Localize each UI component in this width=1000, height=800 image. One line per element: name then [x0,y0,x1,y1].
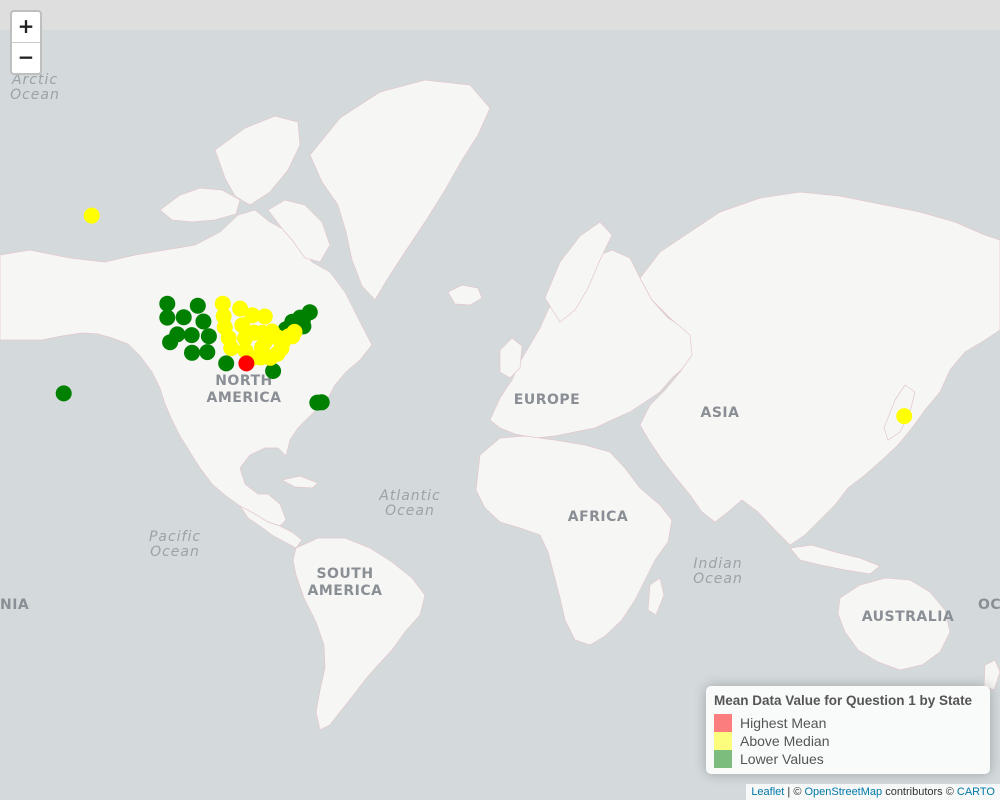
canadian-arctic-islands-2 [214,115,301,206]
new-zealand [983,659,1000,691]
great-britain [499,337,523,379]
oceania-right-label: OC [978,597,1000,613]
legend-swatch-above [714,732,732,750]
state-marker-above[interactable] [244,307,261,324]
state-marker-lower[interactable] [313,394,330,411]
state-marker-above[interactable] [896,408,913,425]
carto-link[interactable]: CARTO [956,786,995,798]
zoom-control: + − [10,10,42,75]
state-marker-above[interactable] [234,317,251,334]
pacific-label-2: Ocean [150,544,200,560]
continent-labels: NORTH AMERICA SOUTH AMERICA EUROPE ASIA … [0,373,1000,625]
state-marker-above[interactable] [83,207,100,224]
arctic-label-2: Ocean [10,87,60,103]
state-marker-lower[interactable] [189,297,206,314]
south-america [292,537,426,731]
legend-title: Mean Data Value for Question 1 by State [714,693,973,708]
attribution-contrib: contributors © [882,786,957,798]
atlantic-label-2: Ocean [385,503,435,519]
north-america-label-1: NORTH [215,373,273,389]
scandinavia [544,221,613,323]
legend-swatch-lower [714,750,732,768]
state-marker-lower[interactable] [55,385,72,402]
state-marker-lower[interactable] [199,344,216,361]
ocean-labels: Arctic Ocean Atlantic Ocean Pacific Ocea… [10,72,743,587]
legend-item-above: Above Median [714,732,982,750]
map-attribution: Leaflet | © OpenStreetMap contributors ©… [746,784,1000,800]
legend-label-above: Above Median [740,733,830,749]
legend-swatch-highest [714,714,732,732]
land-masses [0,79,1000,731]
australia [837,577,951,671]
state-marker-above[interactable] [214,295,231,312]
state-marker-lower[interactable] [169,326,186,343]
north-america-landmass [0,209,373,527]
state-markers[interactable] [55,207,913,425]
state-marker-above[interactable] [232,300,249,317]
pacific-label-1: Pacific [149,529,201,545]
map-top-band [0,0,1000,30]
state-marker-above[interactable] [223,340,240,357]
greenland [309,79,491,301]
europe-label: EUROPE [514,392,580,408]
zoom-in-button[interactable]: + [17,14,35,38]
asia [639,191,1000,546]
state-marker-lower[interactable] [301,304,318,321]
madagascar [647,577,665,616]
state-marker-lower[interactable] [195,313,212,330]
state-marker-lower[interactable] [184,344,200,361]
legend-label-highest: Highest Mean [740,715,827,731]
africa [475,435,673,646]
indian-label-1: Indian [693,556,742,572]
state-marker-highest[interactable] [238,355,255,372]
state-marker-lower[interactable] [183,327,200,344]
openstreetmap-link[interactable]: OpenStreetMap [804,786,883,798]
central-america [239,505,303,549]
map-legend: Mean Data Value for Question 1 by State … [706,686,990,774]
state-marker-lower[interactable] [159,309,176,326]
legend-item-lower: Lower Values [714,750,982,768]
south-america-label-2: AMERICA [308,583,383,599]
atlantic-label-1: Atlantic [378,488,440,504]
state-marker-lower[interactable] [159,295,176,312]
asia-label: ASIA [701,405,740,421]
north-america-label-2: AMERICA [207,390,282,406]
leaflet-link[interactable]: Leaflet [751,786,785,798]
baffin-island [267,199,331,263]
australia-label: AUSTRALIA [862,609,955,625]
legend-item-highest: Highest Mean [714,714,982,732]
state-marker-lower[interactable] [200,328,217,345]
arctic-label-1: Arctic [11,72,58,88]
africa-label: AFRICA [568,509,629,525]
indian-label-2: Ocean [693,571,743,587]
state-marker-lower[interactable] [218,355,235,372]
indonesia [789,544,881,575]
iceland [447,284,483,306]
oceania-left-label: NIA [0,597,29,613]
cuba [281,475,319,489]
legend-label-lower: Lower Values [740,751,824,767]
south-america-label-1: SOUTH [316,566,373,582]
state-marker-above[interactable] [286,323,303,340]
attribution-sep: | © [784,786,805,798]
canadian-arctic-islands [159,187,241,223]
zoom-out-button[interactable]: − [12,42,40,73]
state-marker-lower[interactable] [175,309,192,326]
state-marker-lower[interactable] [265,363,282,379]
state-marker-above[interactable] [256,308,273,325]
